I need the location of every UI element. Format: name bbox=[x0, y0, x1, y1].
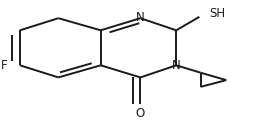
Text: F: F bbox=[1, 59, 8, 72]
Text: SH: SH bbox=[210, 7, 226, 20]
Text: O: O bbox=[136, 107, 145, 120]
Text: N: N bbox=[172, 59, 181, 72]
Text: N: N bbox=[136, 11, 145, 24]
